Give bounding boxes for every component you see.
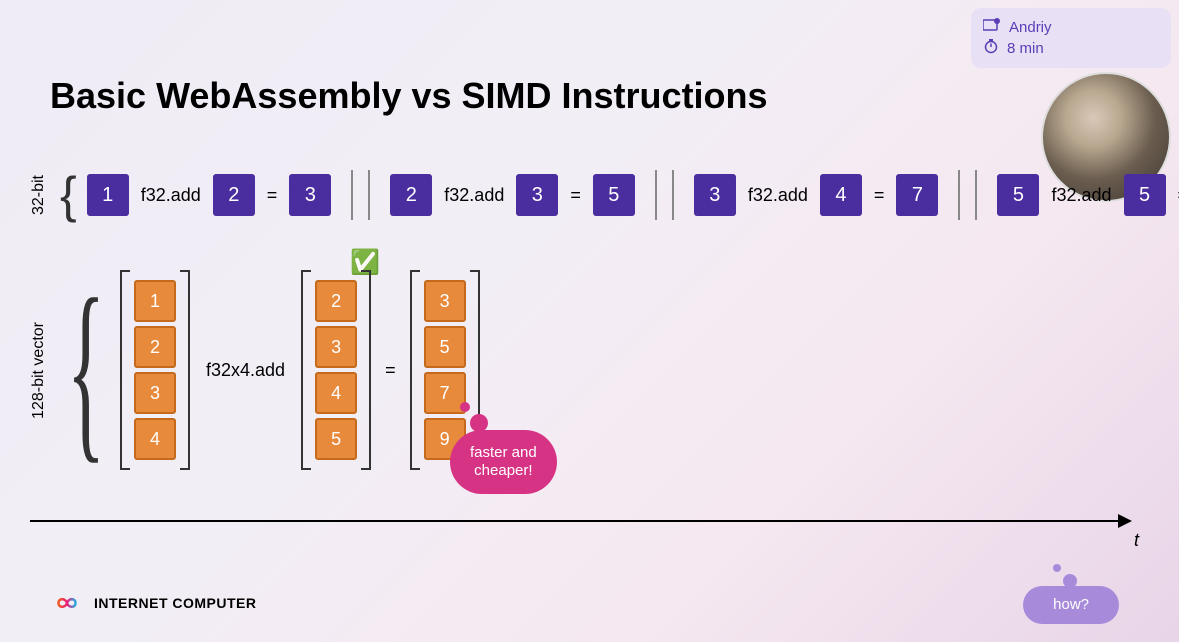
op-label: f32.add: [137, 185, 205, 206]
callout-faster: faster and cheaper!: [450, 430, 557, 494]
row-32bit: 32-bit { 1 f32.add 2 = 3 2 f32.add 3 = 5…: [30, 170, 1179, 220]
op-label: f32.add: [440, 185, 508, 206]
infinity-logo-icon: [50, 594, 84, 612]
label-32bit: 32-bit: [30, 175, 48, 215]
presenter-icon: [983, 18, 1001, 36]
brace-32bit: {: [60, 175, 77, 215]
time-axis: [30, 520, 1130, 522]
vector-cell: 3: [315, 326, 357, 368]
operand-box: 5: [1124, 174, 1166, 216]
vector-b: 2 3 4 5: [301, 270, 371, 470]
op-label-128: f32x4.add: [196, 360, 295, 381]
equals: =: [870, 185, 889, 206]
timer-icon: [983, 38, 999, 58]
operand-box: 2: [213, 174, 255, 216]
separator: [649, 170, 680, 220]
vector-cell: 4: [134, 418, 176, 460]
operand-box: 3: [516, 174, 558, 216]
equals: =: [566, 185, 585, 206]
brace-128bit: {: [67, 280, 105, 460]
separator: [952, 170, 983, 220]
vector-cell: 4: [315, 372, 357, 414]
vector-cell: 2: [134, 326, 176, 368]
equals: =: [377, 360, 404, 381]
slide-title: Basic WebAssembly vs SIMD Instructions: [50, 75, 768, 117]
time-axis-label: t: [1134, 530, 1139, 551]
vector-cell: 2: [315, 280, 357, 322]
presenter-name: Andriy: [1009, 19, 1052, 36]
vector-cell: 5: [315, 418, 357, 460]
presenter-time: 8 min: [1007, 40, 1044, 57]
vector-cell: 5: [424, 326, 466, 368]
separator: [345, 170, 376, 220]
vector-cell: 3: [424, 280, 466, 322]
operand-box: 2: [390, 174, 432, 216]
result-box: 3: [289, 174, 331, 216]
callout-how: how?: [1023, 586, 1119, 624]
operand-box: 1: [87, 174, 129, 216]
equals: =: [263, 185, 282, 206]
row-128bit: 128-bit vector { 1 2 3 4 f32x4.add 2 3 4…: [30, 270, 516, 470]
op-label: f32.add: [1047, 185, 1115, 206]
vector-cell: 3: [134, 372, 176, 414]
op-label: f32.add: [744, 185, 812, 206]
footer-brand: INTERNET COMPUTER: [50, 594, 257, 612]
result-box: 7: [896, 174, 938, 216]
result-box: 5: [593, 174, 635, 216]
label-128bit: 128-bit vector: [30, 322, 48, 419]
equals: =: [1174, 185, 1179, 206]
presenter-info: Andriy 8 min: [971, 8, 1171, 68]
vector-cell: 1: [134, 280, 176, 322]
operand-box: 4: [820, 174, 862, 216]
vector-a: 1 2 3 4: [120, 270, 190, 470]
footer-text: INTERNET COMPUTER: [94, 595, 257, 611]
operand-box: 3: [694, 174, 736, 216]
operand-box: 5: [997, 174, 1039, 216]
